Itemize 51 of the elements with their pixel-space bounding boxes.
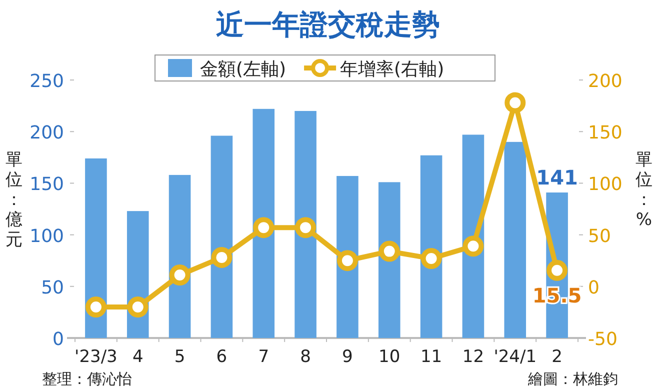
y-tick-label: 150 [30,174,64,196]
bar [336,176,358,338]
legend-label: 年增率(右軸) [340,59,444,80]
y2-axis-title: 單位：% [636,150,652,230]
x-tick-label: 6 [216,347,228,367]
text: 繪圖：林維鈞 [527,370,618,388]
x-tick-label: 4 [132,347,144,367]
bar [210,136,233,338]
x-tick-label: 11 [420,347,442,367]
point [295,217,316,238]
point [378,240,400,262]
y2-tick-label: 200 [588,71,622,92]
bar [85,158,107,338]
y-tick-label: 50 [41,277,64,298]
x-tick-label: '23/3 [74,347,118,367]
text: 整理：傳沁怡 [42,370,132,388]
y-axis-title: 單位：億元 [6,150,22,250]
point [211,247,232,268]
bar [252,108,275,338]
x-tick-label: 7 [258,347,270,367]
bar [294,110,316,338]
y2-tick-label: -50 [588,329,618,350]
y2-tick-label: 0 [588,277,600,298]
x-tick-label: 5 [174,347,186,367]
y-tick-label: 200 [30,122,64,144]
point [169,264,190,286]
x-tick-label: '24/1 [494,347,537,367]
x-tick-label: 12 [462,347,484,367]
point [504,92,526,114]
x-tick-label: 10 [378,347,400,367]
point [546,260,568,281]
point [336,250,358,272]
x-tick-label: 8 [300,347,311,367]
point [462,236,484,257]
y2-tick-label: 150 [588,122,622,144]
y-tick-label: 100 [30,226,64,247]
point [253,217,274,238]
chart-title: 近一年證交稅走勢 [216,8,440,41]
bar [504,142,526,338]
legend-label: 金額(左軸) [200,59,286,80]
point [85,296,106,318]
bar [420,155,442,338]
y2-tick-label: 100 [588,174,622,196]
y2-tick-label: 50 [588,226,611,247]
x-tick-label: 2 [552,347,562,367]
y-tick-label: 0 [52,329,64,350]
data-label: 141 [536,165,578,190]
x-tick-label: 9 [342,347,353,367]
point [420,248,442,270]
y-tick-label: 250 [30,71,64,92]
point [127,296,148,318]
